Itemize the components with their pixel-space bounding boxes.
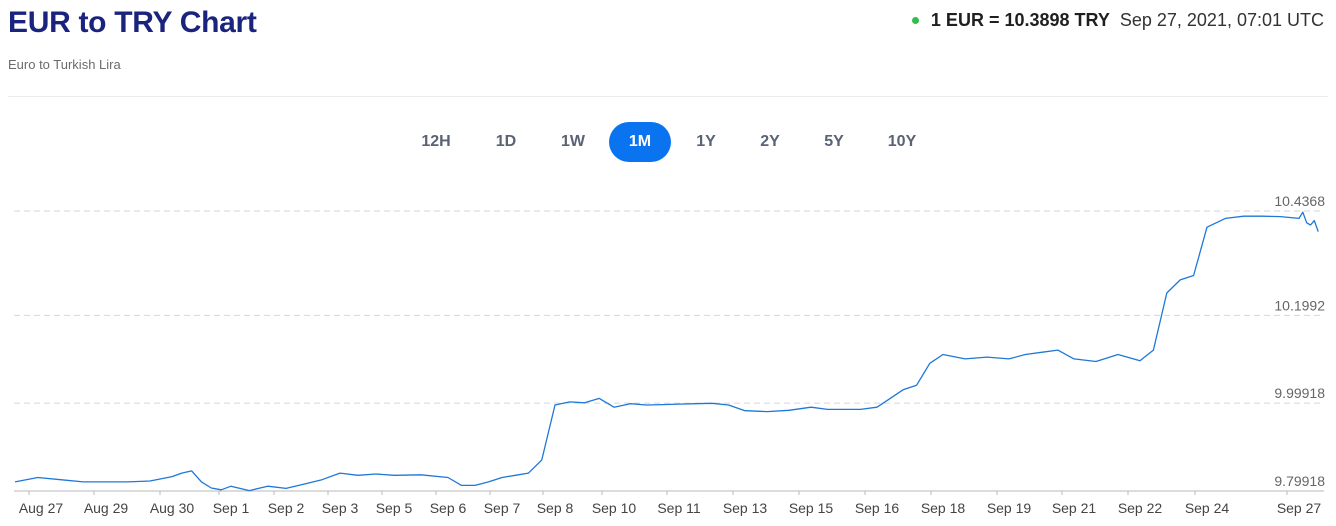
range-5y-button[interactable]: 5Y [824,133,844,150]
live-status-dot-icon [911,17,919,24]
range-12h-button[interactable]: 12H [421,133,451,150]
page-subtitle: Euro to Turkish Lira [8,57,121,72]
x-tick-label: Aug 27 [19,500,64,516]
current-rate: 1 EUR = 10.3898 TRY Sep 27, 2021, 07:01 … [911,10,1324,31]
range-1d-button[interactable]: 1D [495,133,517,150]
x-tick-label: Sep 16 [855,500,900,516]
x-tick-label: Sep 7 [484,500,521,516]
x-tick-label: Sep 19 [987,500,1032,516]
rate-timestamp: Sep 27, 2021, 07:01 UTC [1119,10,1324,30]
x-tick-label: Sep 6 [430,500,467,516]
x-tick-label: Aug 29 [84,500,129,516]
y-tick-label: 10.4368 [1274,193,1325,209]
range-2y-button[interactable]: 2Y [760,133,780,150]
x-tick-label: Sep 11 [657,500,701,516]
x-tick-label: Sep 3 [322,500,359,516]
range-1y-button[interactable]: 1Y [696,133,716,150]
x-tick-label: Sep 13 [723,500,768,516]
y-tick-label: 9.79918 [1274,473,1325,489]
rate-value: 1 EUR = 10.3898 TRY [930,10,1110,30]
x-tick-label: Sep 1 [213,500,250,516]
range-10y-button[interactable]: 10Y [887,133,917,150]
x-tick-label: Sep 2 [268,500,305,516]
range-1w-button[interactable]: 1W [561,133,585,150]
x-tick-label: Sep 8 [537,500,574,516]
x-tick-label: Sep 15 [789,500,834,516]
time-range-selector: 12H 1D 1W 1M 1Y 2Y 5Y 10Y [0,122,1336,162]
x-tick-label: Sep 27 [1277,500,1322,516]
page-title: EUR to TRY Chart [8,6,257,39]
x-tick-label: Sep 22 [1118,500,1163,516]
x-tick-label: Sep 18 [921,500,966,516]
x-tick-label: Sep 24 [1185,500,1230,516]
x-tick-label: Sep 21 [1052,500,1097,516]
range-1m-button[interactable]: 1M [609,122,671,162]
header-divider [8,96,1328,97]
x-tick-label: Sep 5 [376,500,413,516]
x-tick-label: Aug 30 [150,500,195,516]
rate-series-line [14,211,1319,492]
y-tick-label: 9.99918 [1274,385,1325,401]
y-tick-label: 10.1992 [1274,297,1325,313]
x-tick-label: Sep 10 [592,500,637,516]
